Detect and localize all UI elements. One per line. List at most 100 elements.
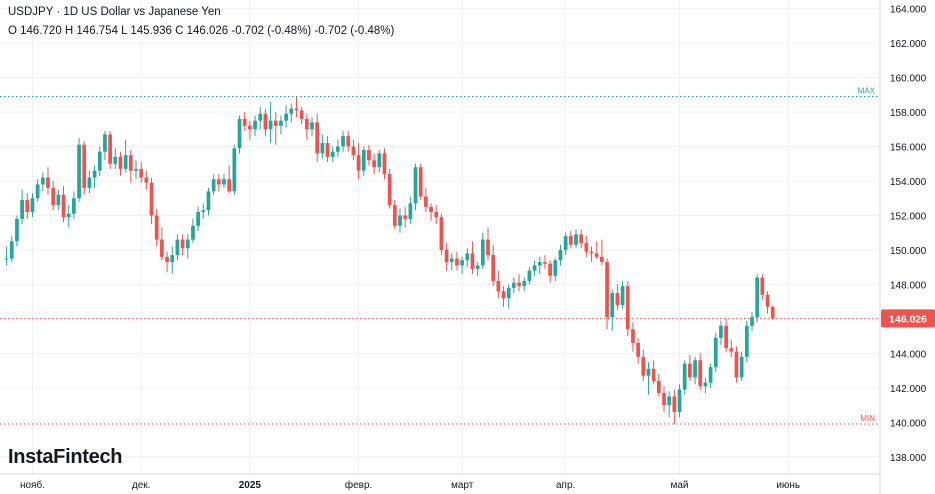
candle[interactable]: [128, 149, 133, 183]
candle[interactable]: [372, 153, 376, 175]
candle[interactable]: [237, 115, 242, 154]
candle[interactable]: [620, 280, 625, 309]
candle[interactable]: [35, 179, 40, 202]
candle[interactable]: [631, 322, 635, 352]
candle[interactable]: [268, 101, 273, 144]
candle[interactable]: [72, 191, 76, 219]
candle[interactable]: [460, 256, 464, 275]
candle[interactable]: [584, 236, 589, 257]
candle[interactable]: [315, 113, 320, 163]
candle[interactable]: [734, 346, 739, 383]
candle[interactable]: [403, 206, 408, 228]
candle[interactable]: [465, 248, 470, 268]
candle[interactable]: [284, 105, 288, 128]
candle[interactable]: [30, 193, 35, 218]
candle[interactable]: [382, 148, 387, 180]
candle[interactable]: [97, 146, 102, 176]
candle[interactable]: [87, 170, 92, 194]
candle[interactable]: [40, 172, 45, 192]
candle[interactable]: [418, 163, 423, 200]
candle[interactable]: [377, 149, 382, 173]
candle[interactable]: [61, 186, 66, 223]
candle[interactable]: [708, 363, 713, 388]
candle[interactable]: [211, 174, 216, 195]
candle[interactable]: [4, 246, 9, 266]
candle[interactable]: [574, 229, 578, 249]
candle[interactable]: [341, 130, 345, 152]
candle[interactable]: [387, 168, 392, 209]
candle[interactable]: [232, 144, 237, 195]
candle[interactable]: [662, 386, 666, 412]
candle[interactable]: [646, 361, 651, 395]
time-axis[interactable]: нояб. дек. 2025 февр. март апр. май июнь: [20, 479, 800, 491]
candle[interactable]: [165, 251, 169, 273]
candle[interactable]: [480, 232, 485, 269]
candle[interactable]: [77, 137, 81, 202]
candle[interactable]: [392, 199, 397, 230]
candle[interactable]: [408, 196, 413, 225]
candle[interactable]: [175, 234, 180, 261]
candle[interactable]: [553, 258, 558, 281]
candle[interactable]: [185, 234, 190, 259]
candle[interactable]: [398, 208, 402, 233]
candle[interactable]: [579, 229, 584, 249]
candle[interactable]: [227, 165, 232, 194]
candle[interactable]: [770, 305, 775, 320]
candle[interactable]: [439, 213, 444, 256]
candle[interactable]: [25, 193, 30, 219]
candle[interactable]: [656, 374, 661, 397]
candle[interactable]: [434, 205, 439, 225]
candle[interactable]: [527, 267, 532, 285]
candle[interactable]: [693, 356, 697, 385]
candle[interactable]: [242, 112, 247, 131]
candle[interactable]: [744, 320, 749, 362]
candle[interactable]: [429, 203, 433, 221]
candle[interactable]: [113, 148, 118, 169]
candle[interactable]: [475, 261, 480, 276]
candle[interactable]: [258, 106, 263, 130]
candle[interactable]: [248, 120, 252, 140]
candle[interactable]: [253, 115, 257, 137]
candle[interactable]: [103, 130, 107, 161]
candle[interactable]: [486, 227, 490, 261]
candle[interactable]: [118, 151, 123, 176]
candles[interactable]: [4, 96, 775, 425]
candle[interactable]: [455, 251, 459, 271]
candle[interactable]: [108, 130, 112, 169]
candle[interactable]: [356, 143, 361, 180]
candle[interactable]: [149, 177, 154, 225]
candle[interactable]: [543, 255, 547, 269]
candle[interactable]: [413, 163, 418, 211]
candle[interactable]: [532, 260, 537, 276]
candle[interactable]: [651, 360, 656, 385]
candle[interactable]: [600, 239, 604, 266]
candle[interactable]: [351, 139, 356, 161]
candle[interactable]: [522, 277, 527, 292]
candle[interactable]: [279, 115, 283, 135]
candle[interactable]: [139, 162, 144, 183]
candle[interactable]: [336, 139, 340, 157]
candle[interactable]: [610, 289, 615, 331]
candle[interactable]: [625, 280, 630, 337]
candle[interactable]: [641, 349, 646, 381]
price-axis[interactable]: 138.000140.000142.000144.000146.000148.0…: [890, 5, 927, 464]
candle[interactable]: [191, 218, 195, 244]
candle[interactable]: [82, 141, 87, 195]
candle[interactable]: [667, 391, 672, 418]
candle[interactable]: [548, 260, 552, 283]
candle[interactable]: [144, 170, 149, 190]
candle[interactable]: [46, 167, 50, 195]
candle[interactable]: [698, 353, 703, 390]
candle[interactable]: [589, 246, 594, 262]
candle[interactable]: [558, 244, 563, 266]
candle[interactable]: [512, 277, 516, 294]
candle[interactable]: [517, 274, 521, 292]
candle[interactable]: [325, 136, 330, 163]
candle[interactable]: [491, 244, 496, 287]
candle[interactable]: [66, 205, 71, 228]
candle[interactable]: [263, 108, 268, 137]
candle[interactable]: [760, 274, 765, 300]
candle[interactable]: [449, 253, 454, 271]
candle[interactable]: [320, 134, 325, 159]
